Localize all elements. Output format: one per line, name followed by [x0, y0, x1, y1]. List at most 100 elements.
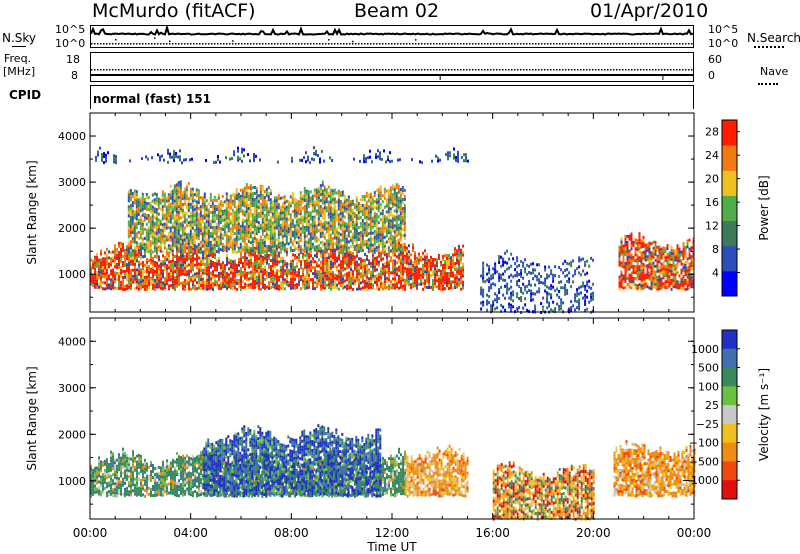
velocity-colorbar-tick-label: −100	[689, 437, 719, 450]
nsearch-dot	[361, 43, 363, 45]
nave-dot	[316, 69, 318, 71]
nave-dot	[217, 69, 219, 71]
velocity-colorbar-segment	[722, 330, 737, 350]
freq-unit: [MHz]	[3, 65, 36, 78]
nave-dot	[319, 69, 321, 71]
nsearch-dot	[583, 43, 585, 45]
velocity-colorbar-tick-label: −25	[696, 418, 719, 431]
nave-dot	[661, 69, 663, 71]
nsearch-dot	[181, 43, 183, 45]
nsearch-dot	[472, 43, 474, 45]
nave-dot	[400, 69, 402, 71]
nsearch-dot	[313, 43, 315, 45]
nsky-line	[91, 26, 693, 36]
nave-dot	[502, 69, 504, 71]
x-axis-label: Time UT	[366, 540, 417, 554]
nsearch-dot	[685, 43, 687, 45]
nsearch-dot	[229, 43, 231, 45]
nsearch-dot	[520, 43, 522, 45]
nsearch-dot	[157, 43, 159, 45]
nave-dot	[331, 69, 333, 71]
nsearch-dot	[535, 43, 537, 45]
nsearch-dot	[289, 43, 291, 45]
nsearch-dot	[547, 43, 549, 45]
velocity-colorbar-tick-label: −500	[689, 455, 719, 468]
nsearch-dot	[247, 43, 249, 45]
nsearch-dot	[568, 43, 570, 45]
velocity-colorbar-frame	[721, 329, 738, 500]
nave-dot	[175, 69, 177, 71]
nave-dot	[595, 69, 597, 71]
nsearch-dot	[331, 43, 333, 45]
nsearch-dot	[406, 43, 408, 45]
nsearch-dot	[235, 43, 237, 45]
nsearch-dot	[412, 43, 414, 45]
nsearch-dot	[679, 43, 681, 45]
nave-dot	[484, 69, 486, 71]
nave-dot	[274, 69, 276, 71]
nave-dot	[223, 69, 225, 71]
nave-dot	[355, 69, 357, 71]
nave-dot	[391, 69, 393, 71]
nsearch-dot	[193, 43, 195, 45]
nave-dot	[643, 69, 645, 71]
nsearch-dot	[529, 43, 531, 45]
nsearch-dot	[460, 43, 462, 45]
nave-dot	[547, 69, 549, 71]
nave-dot	[361, 69, 363, 71]
nsearch-dot	[295, 43, 297, 45]
nave-dot	[469, 69, 471, 71]
nsearch-dot	[634, 43, 636, 45]
nave-dot	[142, 69, 144, 71]
power-colorbar-segment	[722, 170, 737, 196]
nsearch-dot	[349, 43, 351, 45]
nsearch-dot	[301, 43, 303, 45]
nsearch-dot	[574, 43, 576, 45]
nave-dot	[241, 69, 243, 71]
nsearch-dot	[466, 43, 468, 45]
y-tick-label: 4000	[58, 335, 86, 348]
nave-dot	[466, 69, 468, 71]
nave-dot	[127, 69, 129, 71]
echo-region	[618, 232, 695, 291]
nave-dot	[199, 69, 201, 71]
nave-dot	[259, 69, 261, 71]
nave-dot	[685, 69, 687, 71]
nsearch-dot	[385, 43, 387, 45]
nsearch-dot	[562, 43, 564, 45]
nave-dot	[301, 69, 303, 71]
nsearch-dot	[217, 43, 219, 45]
nsearch-dot	[220, 43, 222, 45]
x-tick-label: 20:00	[576, 526, 611, 540]
nave-dot	[442, 69, 444, 71]
power-colorbar-tick-label: 24	[705, 149, 719, 162]
nsearch-dot	[169, 40, 171, 43]
nsearch-dot	[448, 43, 450, 45]
nave-dot	[289, 69, 291, 71]
power-colorbar-segment	[722, 120, 737, 146]
nave-dot	[430, 69, 432, 71]
nave-dot	[637, 69, 639, 71]
nsearch-dot	[196, 43, 198, 45]
nsearch-dot	[136, 43, 138, 45]
echo-region	[613, 440, 696, 498]
nsearch-dot	[238, 43, 240, 45]
nsearch-dot	[631, 43, 633, 45]
nsearch-dot	[436, 43, 438, 45]
nsearch-dot	[265, 43, 267, 45]
nave-dot	[193, 69, 195, 71]
nsearch-dot	[151, 43, 153, 45]
nsearch-dot	[469, 43, 471, 45]
nave-dot	[334, 69, 336, 71]
nave-dot	[343, 69, 345, 71]
nave-dot	[445, 69, 447, 71]
nave-dot	[313, 69, 315, 71]
nsearch-dot	[97, 43, 99, 45]
nsearch-dot	[322, 43, 324, 45]
nsearch-dot	[499, 43, 501, 45]
nsearch-dot	[433, 43, 435, 45]
nsearch-dot	[571, 43, 573, 45]
nave-dot	[493, 69, 495, 71]
nsearch-dot	[211, 43, 213, 45]
velocity-colorbar-tick-label: 25	[705, 399, 719, 412]
